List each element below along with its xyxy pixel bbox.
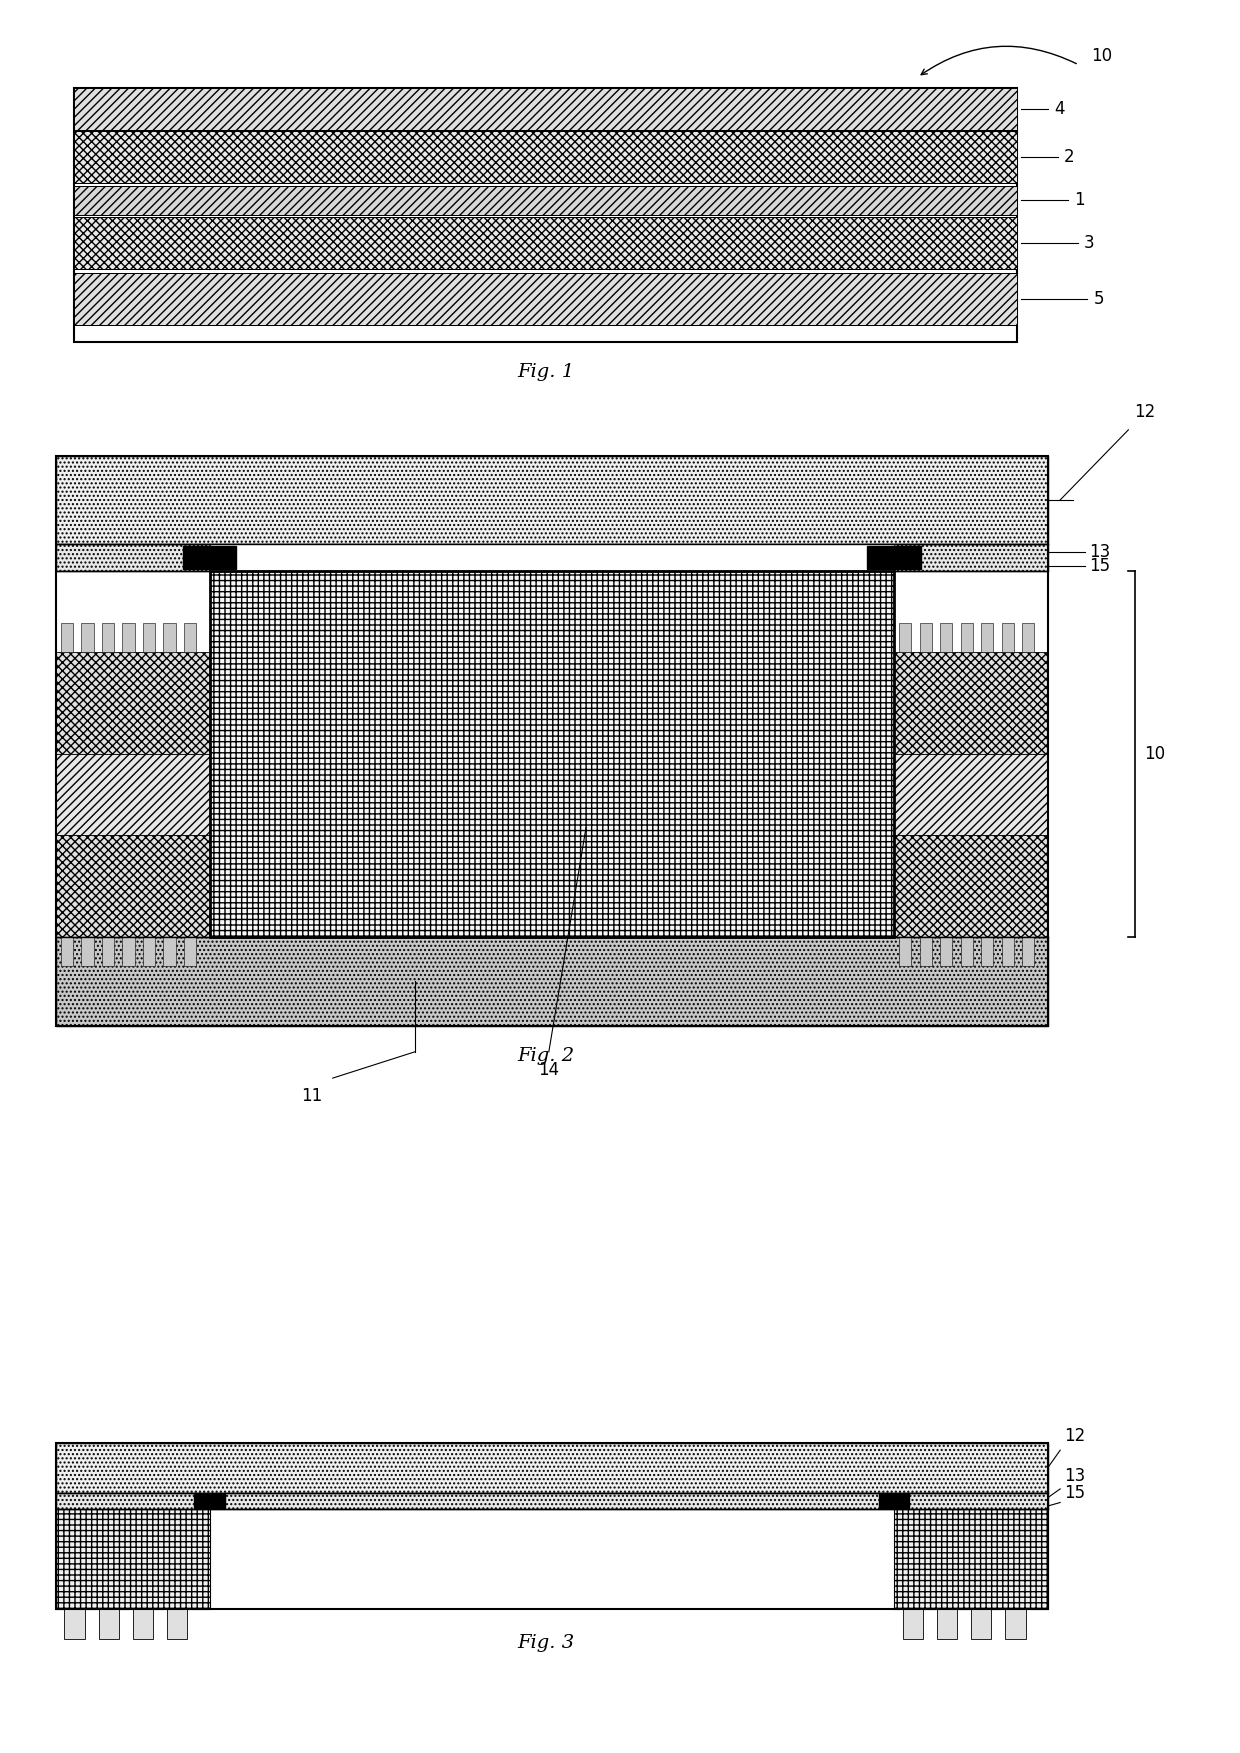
Bar bbox=[903, 1609, 923, 1639]
Bar bbox=[74, 131, 1017, 182]
Bar bbox=[1002, 622, 1014, 652]
Bar bbox=[102, 622, 114, 652]
Bar bbox=[164, 938, 176, 966]
Bar bbox=[195, 1494, 224, 1508]
Bar bbox=[56, 456, 1048, 543]
Bar bbox=[894, 652, 1048, 754]
Bar bbox=[894, 754, 1048, 834]
Bar bbox=[894, 1509, 1048, 1609]
Bar bbox=[981, 938, 993, 966]
Bar bbox=[1006, 1609, 1025, 1639]
Bar bbox=[920, 622, 932, 652]
Bar bbox=[56, 1509, 210, 1609]
Bar bbox=[184, 622, 196, 652]
Bar bbox=[167, 1609, 187, 1639]
Text: 5: 5 bbox=[1094, 291, 1104, 309]
Bar bbox=[74, 217, 1017, 270]
Bar bbox=[899, 938, 911, 966]
Bar bbox=[56, 456, 1048, 1026]
Bar bbox=[210, 571, 894, 938]
Text: 10: 10 bbox=[1145, 745, 1166, 763]
Text: 13: 13 bbox=[1089, 543, 1110, 561]
Bar bbox=[936, 1609, 957, 1639]
Bar bbox=[123, 938, 135, 966]
Bar bbox=[56, 1494, 1048, 1509]
Text: 15: 15 bbox=[1064, 1485, 1085, 1502]
Bar bbox=[899, 622, 911, 652]
Bar bbox=[1002, 938, 1014, 966]
Bar bbox=[74, 88, 1017, 342]
Text: 1: 1 bbox=[1074, 191, 1085, 209]
Bar bbox=[133, 1609, 154, 1639]
Bar bbox=[56, 938, 1048, 1026]
Bar bbox=[82, 622, 94, 652]
Bar bbox=[164, 622, 176, 652]
Bar bbox=[894, 834, 1048, 938]
Bar bbox=[61, 622, 73, 652]
Bar bbox=[1022, 938, 1034, 966]
Bar bbox=[61, 938, 73, 966]
Bar bbox=[961, 622, 973, 652]
Text: 3: 3 bbox=[1084, 235, 1095, 252]
Text: 15: 15 bbox=[1089, 557, 1110, 575]
Bar bbox=[82, 938, 94, 966]
Bar bbox=[74, 273, 1017, 326]
Text: 12: 12 bbox=[1064, 1427, 1085, 1444]
Text: 4: 4 bbox=[1054, 100, 1064, 117]
Text: Fig. 3: Fig. 3 bbox=[517, 1634, 574, 1651]
Bar bbox=[56, 1443, 1048, 1494]
Bar bbox=[940, 622, 952, 652]
Bar bbox=[867, 547, 921, 570]
Text: 2: 2 bbox=[1064, 147, 1075, 167]
Bar bbox=[56, 834, 210, 938]
Bar bbox=[56, 652, 210, 754]
Bar bbox=[74, 186, 1017, 214]
Bar bbox=[102, 938, 114, 966]
Bar bbox=[920, 938, 932, 966]
Text: 11: 11 bbox=[301, 1087, 322, 1104]
Text: 10: 10 bbox=[1091, 47, 1112, 65]
Text: 13: 13 bbox=[1064, 1467, 1085, 1485]
Text: Fig. 1: Fig. 1 bbox=[517, 363, 574, 380]
Bar bbox=[940, 938, 952, 966]
Bar bbox=[210, 543, 894, 571]
Bar bbox=[971, 1609, 992, 1639]
Bar bbox=[74, 88, 1017, 130]
Bar bbox=[64, 1609, 84, 1639]
Bar bbox=[184, 938, 196, 966]
Text: 12: 12 bbox=[1135, 403, 1156, 421]
Bar bbox=[56, 1443, 1048, 1609]
Bar bbox=[961, 938, 973, 966]
Bar bbox=[182, 547, 237, 570]
Bar bbox=[56, 543, 1048, 571]
Bar bbox=[123, 622, 135, 652]
Bar bbox=[981, 622, 993, 652]
Bar bbox=[143, 938, 155, 966]
Bar bbox=[56, 754, 210, 834]
Bar bbox=[143, 622, 155, 652]
Text: 14: 14 bbox=[538, 1061, 559, 1078]
Text: Fig. 2: Fig. 2 bbox=[517, 1047, 574, 1064]
Bar bbox=[1022, 622, 1034, 652]
Bar bbox=[879, 1494, 909, 1508]
Bar bbox=[98, 1609, 119, 1639]
